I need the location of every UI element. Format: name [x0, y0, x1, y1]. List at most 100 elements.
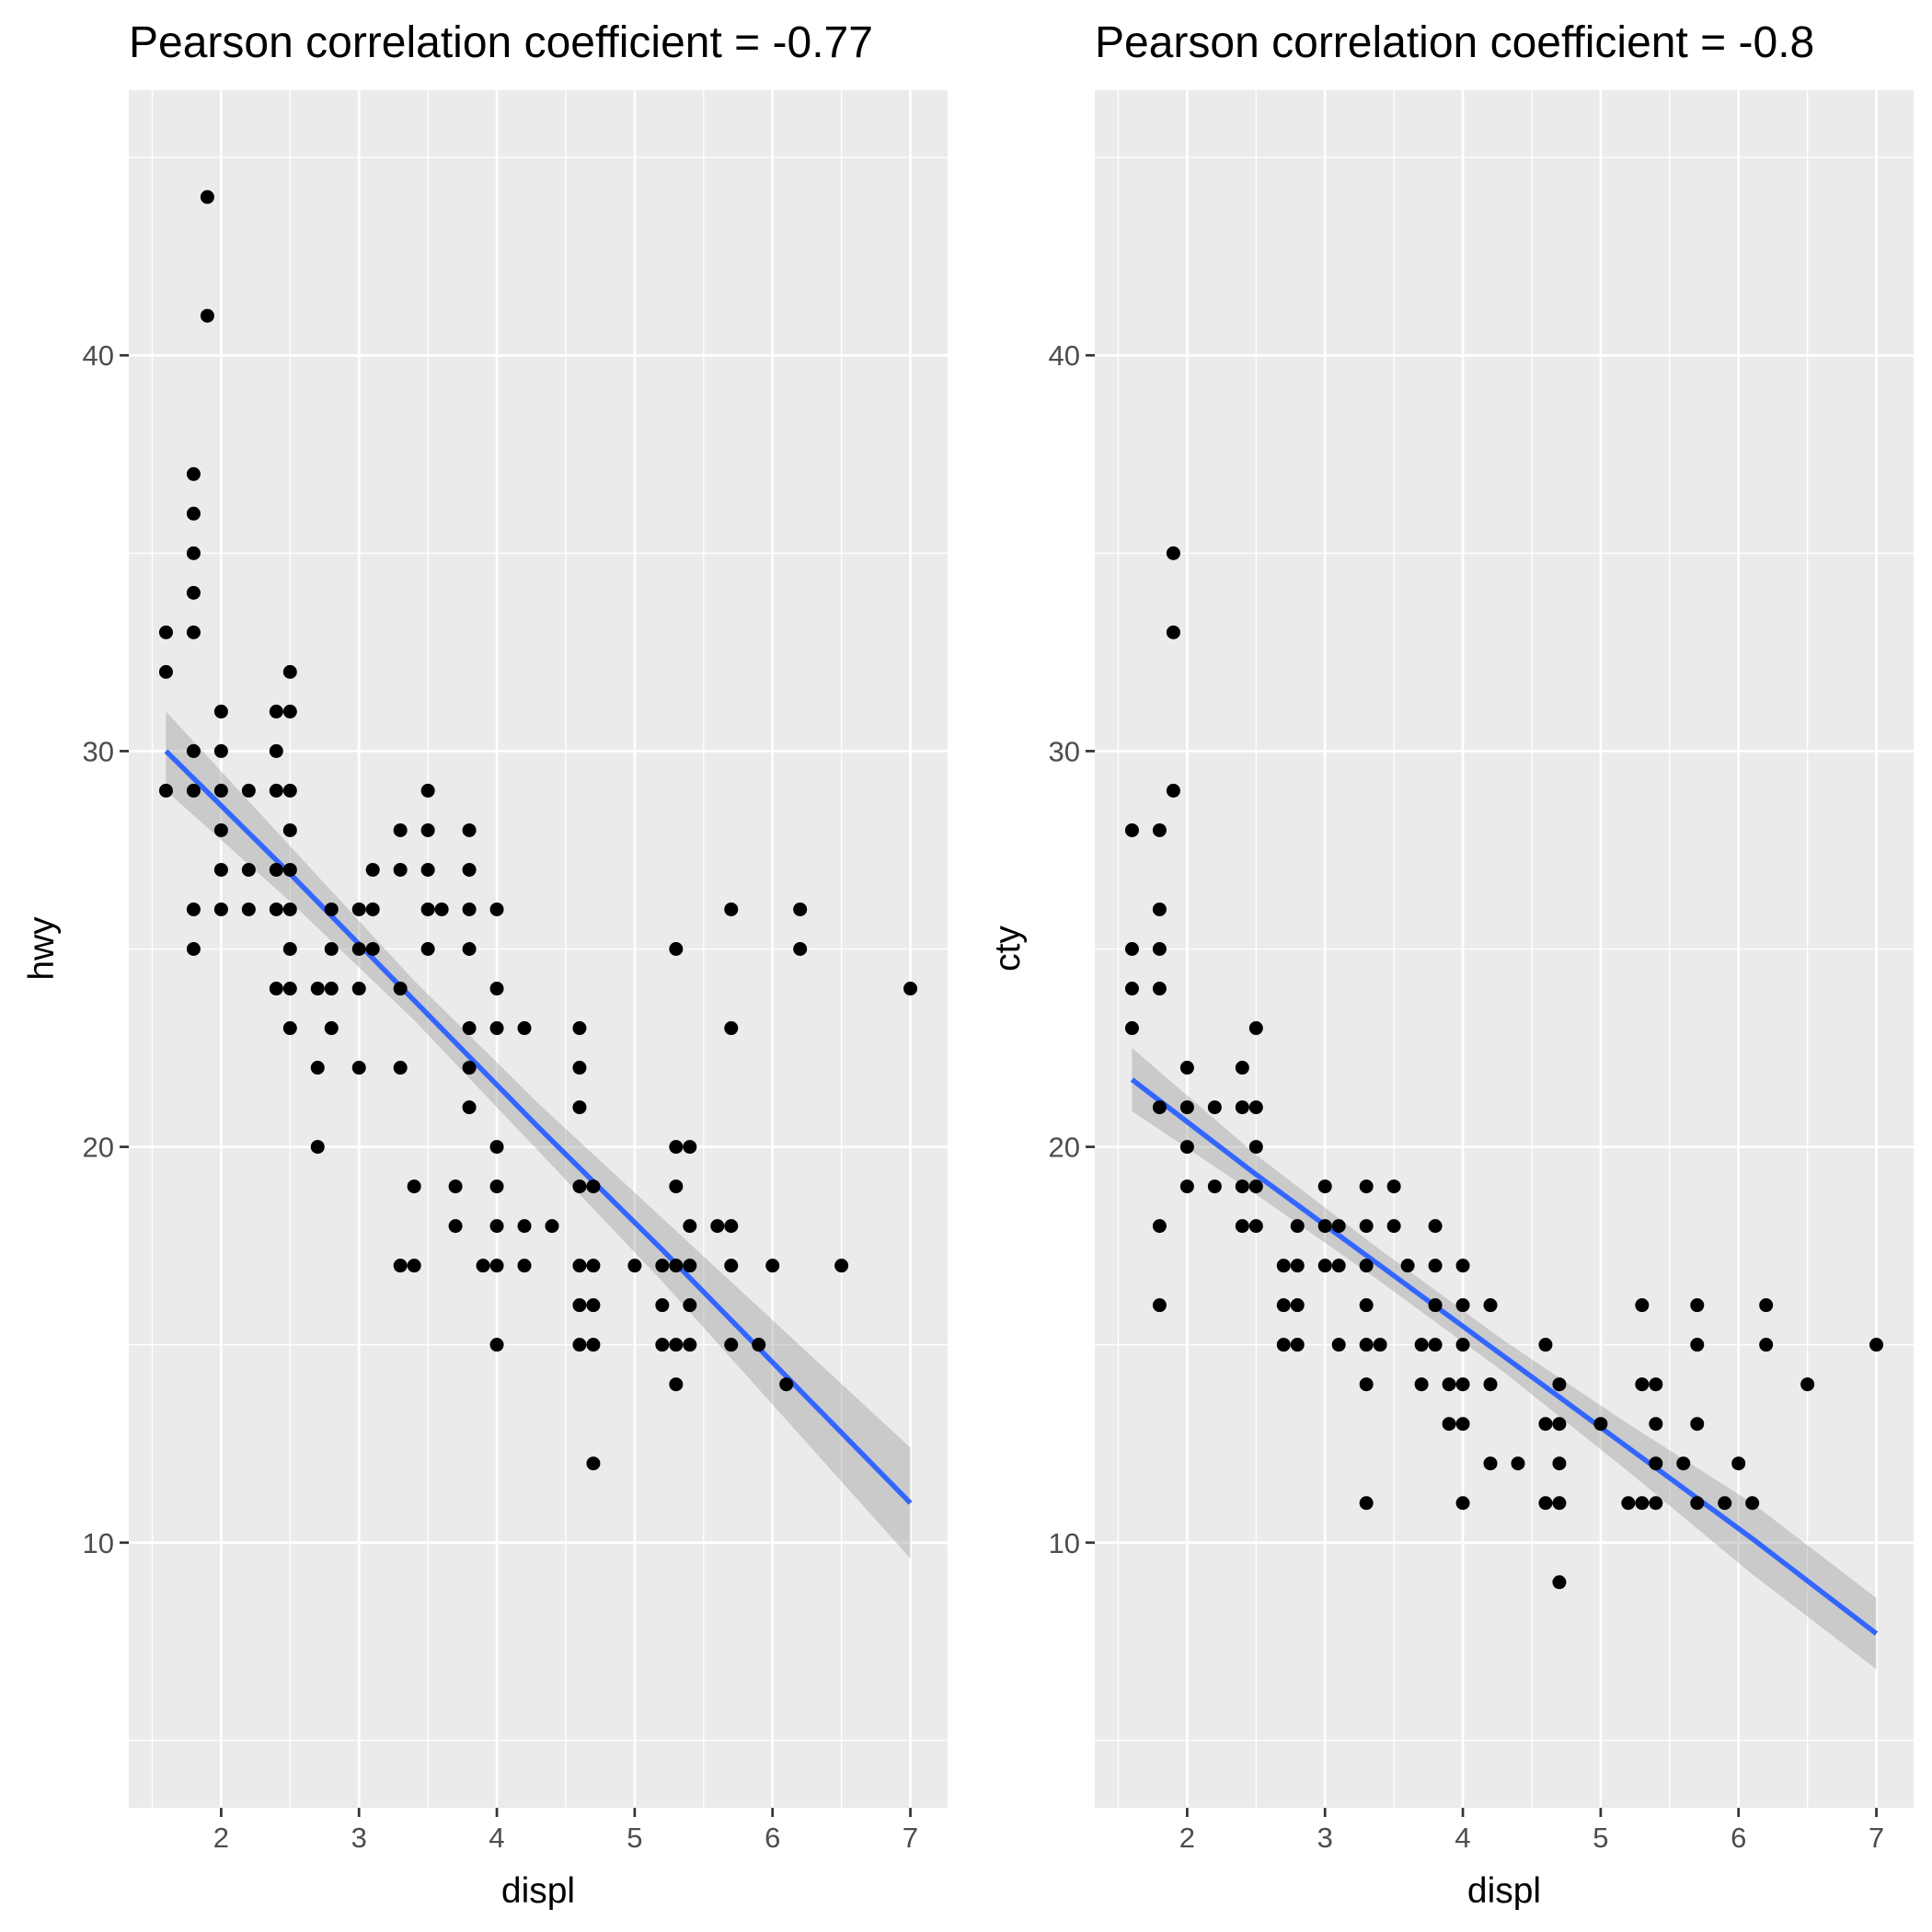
right-panel-data-point [1552, 1575, 1567, 1590]
left-panel-points [158, 190, 918, 1471]
right-panel-data-point [1359, 1219, 1374, 1234]
right-panel-data-point [1428, 1338, 1443, 1352]
right-panel-data-point [1690, 1417, 1705, 1432]
left-panel-data-point [903, 982, 918, 996]
left-panel-data-point [282, 862, 297, 877]
right-panel-data-point [1235, 1100, 1249, 1115]
right-panel-data-point [1635, 1496, 1650, 1511]
left-panel-x-tick-label: 5 [627, 1822, 642, 1854]
left-panel-data-point [627, 1259, 642, 1273]
left-panel-data-point [186, 743, 201, 758]
left-panel-data-point [586, 1259, 601, 1273]
left-panel-data-point [462, 1061, 477, 1075]
left-panel-data-point [724, 1259, 739, 1273]
left-panel-data-point [669, 1259, 684, 1273]
left-panel-data-point [683, 1298, 697, 1313]
right-panel-data-point [1483, 1456, 1498, 1471]
right-panel-data-point [1290, 1219, 1305, 1234]
left-panel-data-point [282, 704, 297, 719]
left-panel-data-point [683, 1219, 697, 1234]
right-panel-gridlines [1095, 90, 1914, 1808]
left-panel-data-point [420, 822, 435, 837]
right-panel-data-point [1152, 1100, 1167, 1115]
right-panel-y-tick-label: 40 [1049, 339, 1080, 372]
right-panel-data-point [1386, 1179, 1401, 1194]
right-panel-data-point [1483, 1298, 1498, 1313]
left-panel-data-point [365, 942, 380, 956]
left-panel-data-point [724, 1338, 739, 1352]
left-panel-data-point [407, 1179, 421, 1194]
right-panel-data-point [1538, 1496, 1553, 1511]
left-panel-data-point [489, 1140, 504, 1155]
left-panel-data-point [572, 1298, 587, 1313]
right-panel-data-point [1538, 1338, 1553, 1352]
left-panel-data-point [724, 1219, 739, 1234]
right-panel-data-point [1152, 1298, 1167, 1313]
right-panel-data-point [1455, 1496, 1470, 1511]
right-panel-data-point [1414, 1377, 1429, 1392]
right-panel-data-point [1386, 1219, 1401, 1234]
left-panel-data-point [269, 783, 283, 798]
right-panel-fit-line [1130, 1077, 1879, 1636]
right-panel-x-axis-label: displ [1467, 1871, 1541, 1911]
right-panel-data-point [1207, 1179, 1222, 1194]
left-panel-data-point [282, 982, 297, 996]
left-panel-data-point [200, 190, 214, 204]
right-panel-data-point [1152, 1219, 1167, 1234]
left-panel-x-axis-label: displ [501, 1871, 575, 1911]
left-panel-data-point [186, 902, 201, 916]
left-panel-data-point [489, 902, 504, 916]
right-panel-data-point [1248, 1100, 1263, 1115]
right-panel-data-point [1276, 1338, 1291, 1352]
left-panel-data-point [282, 902, 297, 916]
right-panel-data-point [1207, 1100, 1222, 1115]
right-panel-data-point [1718, 1496, 1732, 1511]
right-panel-data-point [1248, 1179, 1263, 1194]
left-panel-x-tick-label: 7 [903, 1822, 918, 1854]
left-panel-data-point [365, 902, 380, 916]
left-panel-data-point [213, 902, 228, 916]
left-panel-data-point [393, 822, 408, 837]
left-panel-x-tick-label: 2 [213, 1822, 229, 1854]
right-panel-data-point [1317, 1179, 1332, 1194]
left-panel-data-point [241, 783, 256, 798]
right-panel-data-point [1649, 1417, 1663, 1432]
left-panel-data-point [158, 783, 173, 798]
right-panel-data-point [1759, 1298, 1774, 1313]
left-panel-data-point [420, 902, 435, 916]
right-panel-data-point [1235, 1219, 1249, 1234]
right-panel-data-point [1331, 1338, 1346, 1352]
left-panel-data-point [213, 822, 228, 837]
right-panel-data-point [1359, 1338, 1374, 1352]
right-panel-data-point [1676, 1456, 1691, 1471]
left-panel-data-point [572, 1338, 587, 1352]
left-panel-x-tick-label: 4 [489, 1822, 504, 1854]
right-panel-data-point [1179, 1100, 1194, 1115]
left-panel-data-point [282, 822, 297, 837]
right-panel-data-point [1455, 1338, 1470, 1352]
left-panel-data-point [186, 585, 201, 600]
left-panel-data-point [517, 1219, 532, 1234]
left-panel-confidence-ribbon [166, 711, 911, 1558]
right-panel-x-tick-label: 5 [1593, 1822, 1608, 1854]
right-panel-y-tick-label: 20 [1049, 1132, 1080, 1164]
left-panel-data-point [669, 1377, 684, 1392]
right-panel-data-point [1538, 1417, 1553, 1432]
right-panel-data-point [1635, 1298, 1650, 1313]
right-panel-data-point [1455, 1377, 1470, 1392]
right-panel-data-point [1124, 1021, 1139, 1036]
right-panel-title: Pearson correlation coefficient = -0.8 [1095, 18, 1814, 67]
left-panel-data-point [669, 1140, 684, 1155]
right-panel-data-point [1152, 942, 1167, 956]
right-panel-data-point [1745, 1496, 1760, 1511]
left-panel: 2 3 4 5 6 7 10 20 30 40 Pearson correlation coeff… [22, 18, 948, 1911]
left-panel-data-point [476, 1259, 490, 1273]
left-panel-data-point [793, 902, 808, 916]
left-panel-data-point [586, 1338, 601, 1352]
right-panel-data-point [1290, 1298, 1305, 1313]
right-panel-data-point [1455, 1298, 1470, 1313]
left-panel-data-point [186, 783, 201, 798]
right-panel-regression-line [1130, 1077, 1879, 1636]
right-panel-data-point [1731, 1456, 1746, 1471]
